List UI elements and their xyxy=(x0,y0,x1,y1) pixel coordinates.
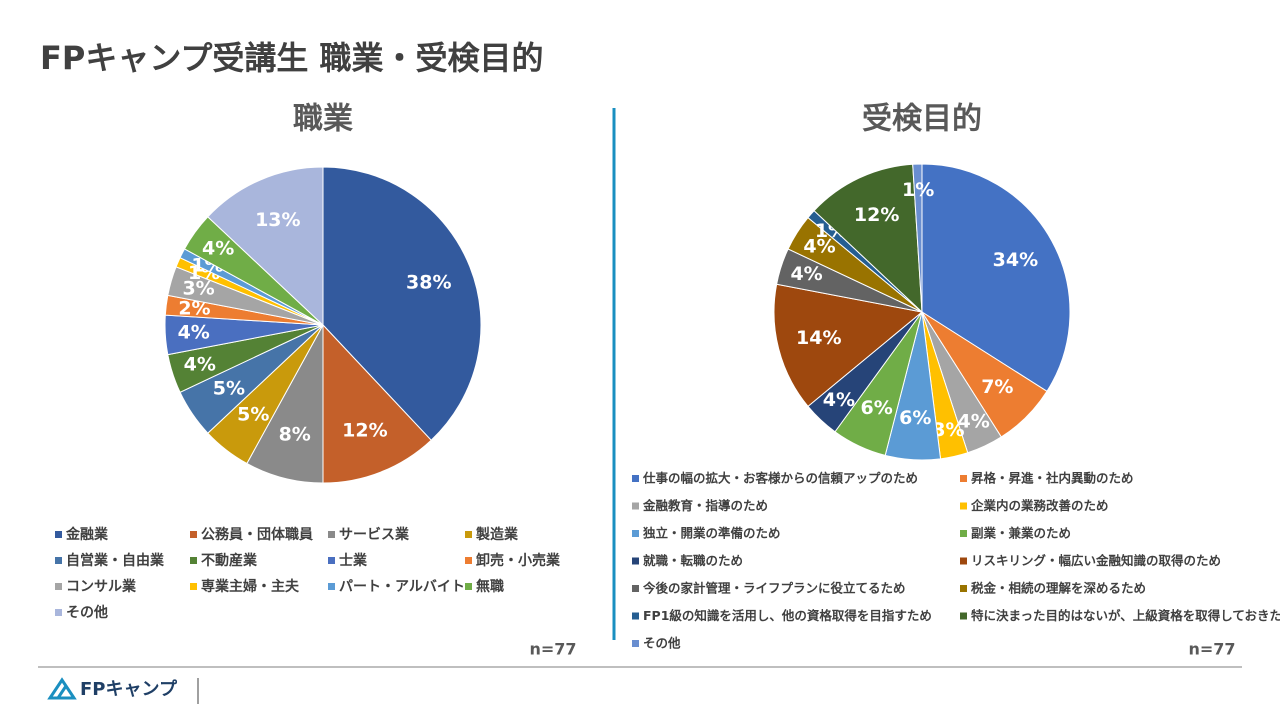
legend-label: 特に決まった目的はないが、上級資格を取得しておきたいため xyxy=(971,608,1280,623)
legend-swatch xyxy=(55,609,62,616)
legend-label: 税金・相続の理解を深めるため xyxy=(971,581,1146,596)
pie-slice xyxy=(921,163,1071,392)
legend-label: 士業 xyxy=(339,552,368,569)
legend-label: その他 xyxy=(66,604,108,621)
legend-label: リスキリング・幅広い金融知識の取得のため xyxy=(971,553,1221,568)
value-label: 1% xyxy=(902,179,934,201)
legend-swatch xyxy=(960,557,967,565)
chart-title: 職業 xyxy=(293,102,353,137)
legend-swatch xyxy=(328,557,335,564)
legend-label: 就職・転職のため xyxy=(643,553,743,568)
legend-label: パート・アルバイト xyxy=(339,579,465,595)
pie-slice xyxy=(207,166,324,327)
value-label: 34% xyxy=(993,249,1038,271)
legend-label: 公務員・団体職員 xyxy=(201,526,313,543)
value-label: 4% xyxy=(790,263,822,285)
chart-title: 受検目的 xyxy=(862,102,982,137)
legend-swatch xyxy=(960,502,967,510)
legend-swatch xyxy=(632,585,639,592)
value-label: 4% xyxy=(823,389,855,411)
value-label: 5% xyxy=(213,377,245,399)
value-label: 12% xyxy=(854,204,899,226)
legend-swatch xyxy=(632,557,639,565)
value-label: 6% xyxy=(860,397,892,419)
legend-label: 副業・兼業のため xyxy=(971,526,1071,541)
value-label: 4% xyxy=(178,322,210,344)
legend-swatch xyxy=(465,583,472,590)
legend-swatch xyxy=(632,475,639,482)
pie-slice xyxy=(773,283,924,408)
legend-label: その他 xyxy=(643,636,681,651)
legend-swatch xyxy=(960,585,967,592)
legend-label: 企業内の業務改善のため xyxy=(970,498,1109,513)
sample-size: n=77 xyxy=(529,640,576,659)
legend-label: 昇格・昇進・社内異動のため xyxy=(971,471,1134,486)
value-label: 4% xyxy=(202,237,234,259)
legend-label: FP1級の知識を活用し、他の資格取得を目指すため xyxy=(643,608,932,623)
value-label: 7% xyxy=(981,376,1013,398)
legend-swatch xyxy=(328,531,335,538)
legend-label: サービス業 xyxy=(339,526,410,543)
value-label: 4% xyxy=(184,354,216,376)
legend-swatch xyxy=(465,557,472,564)
value-label: 3% xyxy=(182,277,214,299)
legend-swatch xyxy=(465,531,472,538)
legend-swatch xyxy=(55,557,62,564)
legend-swatch xyxy=(190,531,197,538)
legend-swatch xyxy=(55,583,62,590)
legend-label: 製造業 xyxy=(475,526,519,543)
legend-swatch xyxy=(632,502,639,510)
legend-swatch xyxy=(960,475,967,482)
legend-swatch xyxy=(55,531,62,538)
legend-swatch xyxy=(632,612,639,620)
legend-label: 不動産業 xyxy=(201,552,258,569)
value-label: 5% xyxy=(237,403,269,425)
legend-swatch xyxy=(632,640,639,647)
value-label: 8% xyxy=(279,424,311,446)
value-label: 14% xyxy=(796,327,841,349)
legend-label: 今後の家計管理・ライフプランに役立てるため xyxy=(642,581,906,596)
legend-label: 卸売・小売業 xyxy=(476,552,561,569)
legend-swatch xyxy=(190,557,197,564)
pie-slice xyxy=(912,163,923,313)
legend-label: 金融教育・指導のため xyxy=(642,498,768,513)
pie-slice xyxy=(322,166,482,441)
value-label: 2% xyxy=(178,297,210,319)
legend-label: 金融業 xyxy=(65,526,109,543)
legend-swatch xyxy=(190,583,197,590)
legend-label: 独立・開業の準備のため xyxy=(642,526,781,541)
value-label: 6% xyxy=(899,407,931,429)
legend-swatch xyxy=(328,583,335,590)
legend-label: 無職 xyxy=(476,578,504,595)
pie-slice xyxy=(813,163,923,314)
value-label: 38% xyxy=(406,272,451,294)
legend-swatch xyxy=(632,530,639,537)
value-label: 13% xyxy=(255,209,300,231)
value-label: 12% xyxy=(342,419,387,441)
legend-label: 仕事の幅の拡大・お客様からの信頼アップのため xyxy=(642,471,918,486)
page-title: FPキャンプ受講生 職業・受検目的 xyxy=(40,39,544,77)
logo-icon xyxy=(47,677,77,700)
value-label: 3% xyxy=(932,419,964,441)
sample-size: n=77 xyxy=(1188,640,1235,659)
value-label: 4% xyxy=(803,235,835,257)
value-label: 4% xyxy=(958,410,990,432)
legend-label: 専業主婦・主夫 xyxy=(201,578,300,595)
legend-swatch xyxy=(960,612,967,620)
legend-label: コンサル業 xyxy=(66,578,137,595)
legend-label: 自営業・自由業 xyxy=(66,552,165,569)
legend-swatch xyxy=(960,530,967,537)
logo-text: FPキャンプ xyxy=(80,678,178,700)
pie-slice xyxy=(322,323,432,484)
